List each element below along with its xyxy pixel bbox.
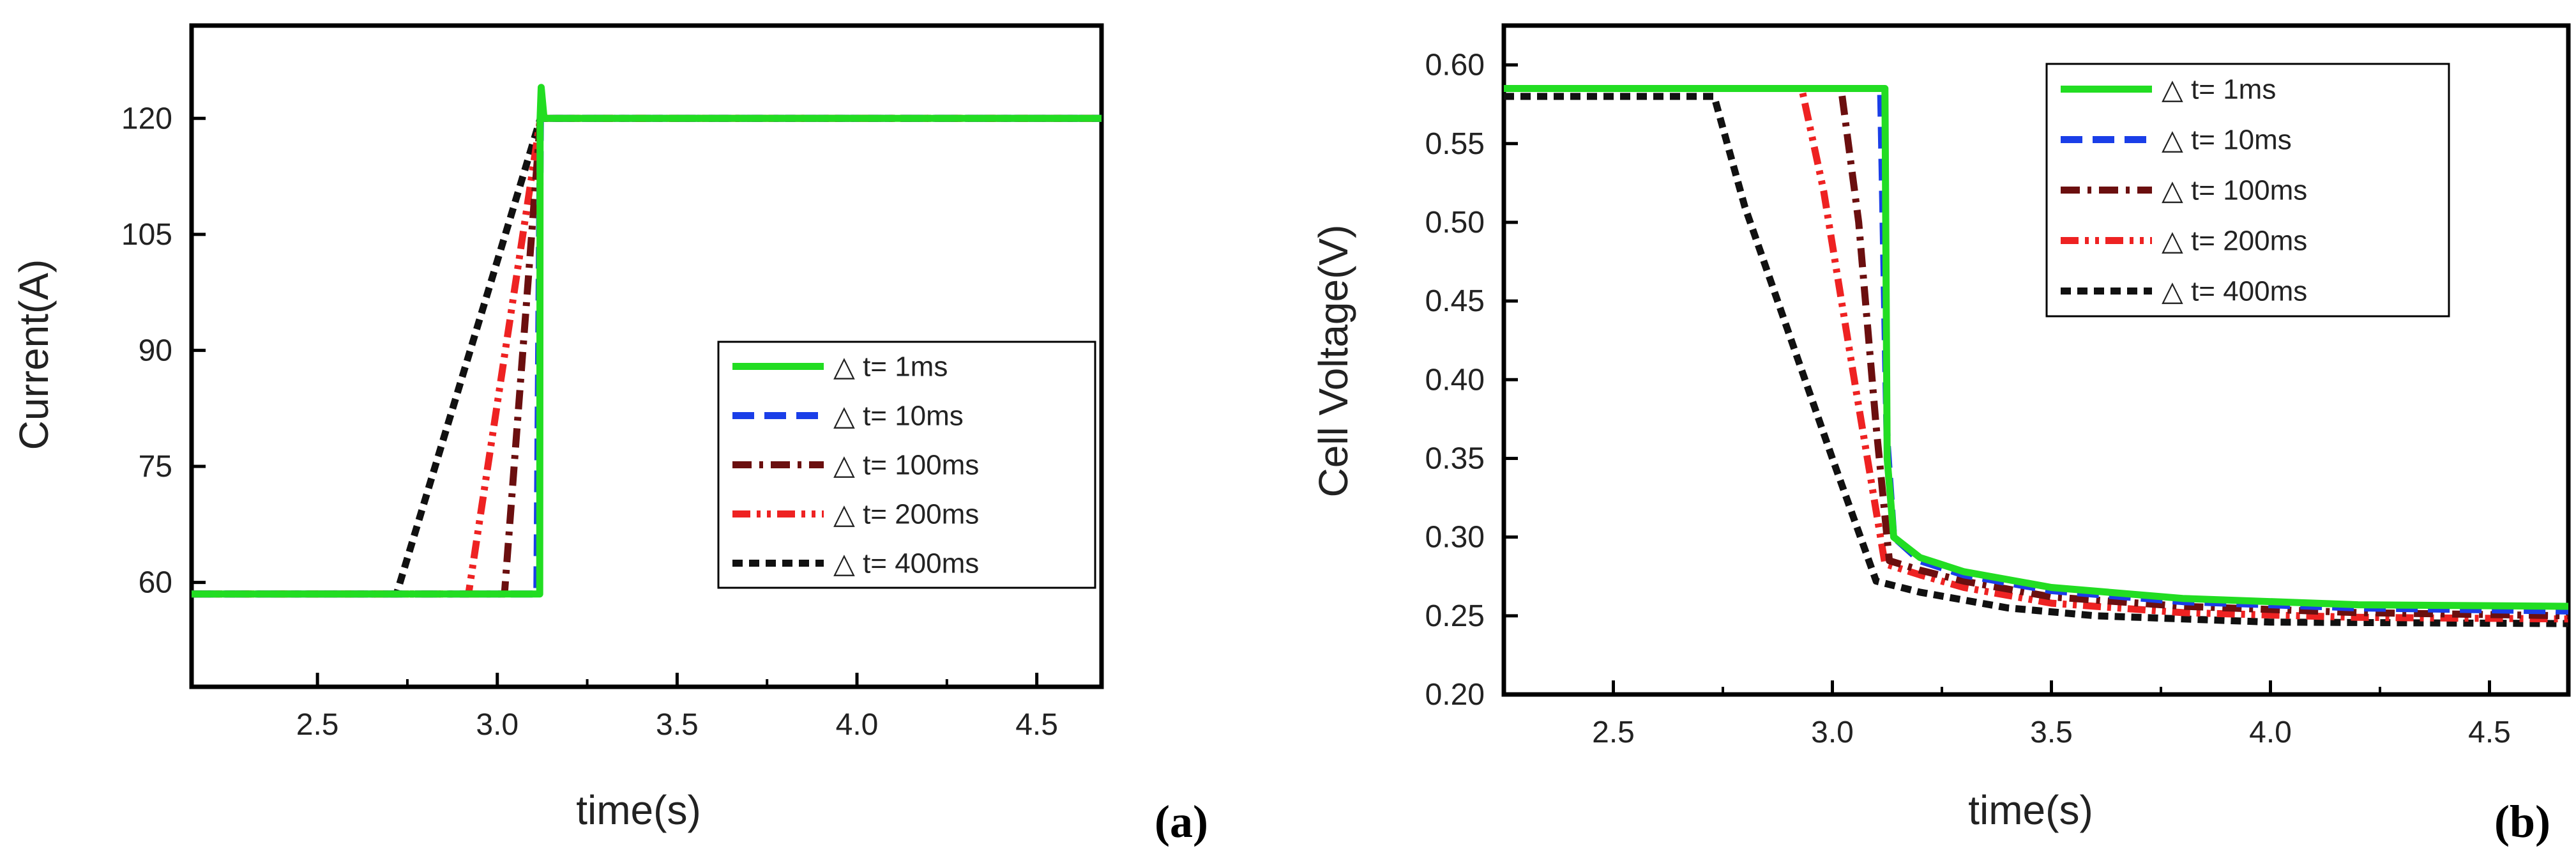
panel-a-ticks: 2.5 3.0 3.5 4.0 4.5 60 75 90 105 120 — [121, 102, 1058, 742]
y-tick-label: 0.30 — [1425, 521, 1485, 555]
panel-b-ticks: 2.5 3.0 3.5 4.0 4.5 0.20 0.25 0.30 0.35 0.40 0.45 0… — [1425, 49, 2511, 749]
panel-a-y-axis-label: Current(A) — [11, 259, 57, 450]
legend-entry-label: △ t= 400ms — [833, 548, 979, 579]
series-line — [1504, 93, 2568, 627]
y-tick-label: 75 — [139, 450, 172, 484]
panel-b-y-axis-label: Cell Voltage(V) — [1310, 225, 1356, 498]
x-tick-label: 4.0 — [836, 708, 879, 742]
y-tick-label: 0.60 — [1425, 49, 1485, 82]
series-line — [1504, 85, 2568, 620]
y-tick-label: 0.40 — [1425, 363, 1485, 397]
x-tick-label: 3.0 — [1811, 716, 1854, 749]
panel-a-plot-frame — [189, 23, 1104, 689]
legend-entry-label: △ t= 400ms — [2162, 276, 2307, 307]
x-tick-label: 2.5 — [1592, 716, 1635, 749]
y-tick-label: 0.20 — [1425, 678, 1485, 712]
y-tick-label: 0.45 — [1425, 284, 1485, 318]
y-tick-label: 120 — [121, 102, 172, 135]
panel-a-label: (a) — [1155, 796, 1208, 847]
x-tick-label: 4.5 — [1015, 708, 1058, 742]
panel-b-label: (b) — [2494, 796, 2550, 847]
legend-entry-label: △ t= 200ms — [833, 499, 979, 530]
x-tick-label: 2.5 — [296, 708, 339, 742]
x-tick-label: 3.5 — [2030, 716, 2073, 749]
panel-a-legend: △ t= 1ms △ t= 10ms △ t= 100ms △ t= 200ms △ t… — [717, 341, 1096, 589]
x-tick-label: 4.0 — [2249, 716, 2292, 749]
y-tick-label: 0.35 — [1425, 441, 1485, 475]
panel-b-legend: △ t= 1ms △ t= 10ms △ t= 100ms △ t= 200ms △ t… — [2045, 63, 2450, 318]
panel-a-current-chart: 2.5 3.0 3.5 4.0 4.5 60 75 90 105 120 time(s) Curr… — [11, 23, 1208, 847]
panel-b-voltage-chart: 2.5 3.0 3.5 4.0 4.5 0.20 0.25 0.30 0.35 0.40 0.45 0… — [1310, 23, 2571, 847]
y-tick-label: 0.55 — [1425, 127, 1485, 161]
legend-entry-label: △ t= 1ms — [2162, 74, 2276, 105]
x-tick-label: 4.5 — [2468, 716, 2511, 749]
panel-b-series-group — [1504, 85, 2568, 627]
y-tick-label: 0.50 — [1425, 206, 1485, 240]
y-tick-label: 90 — [139, 334, 172, 367]
legend-entry-label: △ t= 10ms — [2162, 125, 2292, 156]
series-line — [192, 84, 1102, 598]
panel-a-series-group — [192, 84, 1102, 598]
panel-a-x-axis-label: time(s) — [576, 787, 701, 833]
series-line — [1504, 85, 2568, 610]
legend-entry-label: △ t= 10ms — [833, 401, 964, 432]
y-tick-label: 105 — [121, 218, 172, 252]
panel-b-plot-frame — [1501, 23, 2571, 697]
legend-entry-label: △ t= 200ms — [2162, 226, 2307, 257]
x-tick-label: 3.5 — [656, 708, 699, 742]
series-line — [1504, 85, 2568, 623]
legend-entry-label: △ t= 1ms — [833, 351, 948, 383]
y-tick-label: 0.25 — [1425, 599, 1485, 633]
y-tick-label: 60 — [139, 566, 172, 600]
x-tick-label: 3.0 — [476, 708, 519, 742]
panel-b-x-axis-label: time(s) — [1968, 787, 2093, 833]
legend-entry-label: △ t= 100ms — [833, 450, 979, 481]
legend-entry-label: △ t= 100ms — [2162, 175, 2307, 206]
